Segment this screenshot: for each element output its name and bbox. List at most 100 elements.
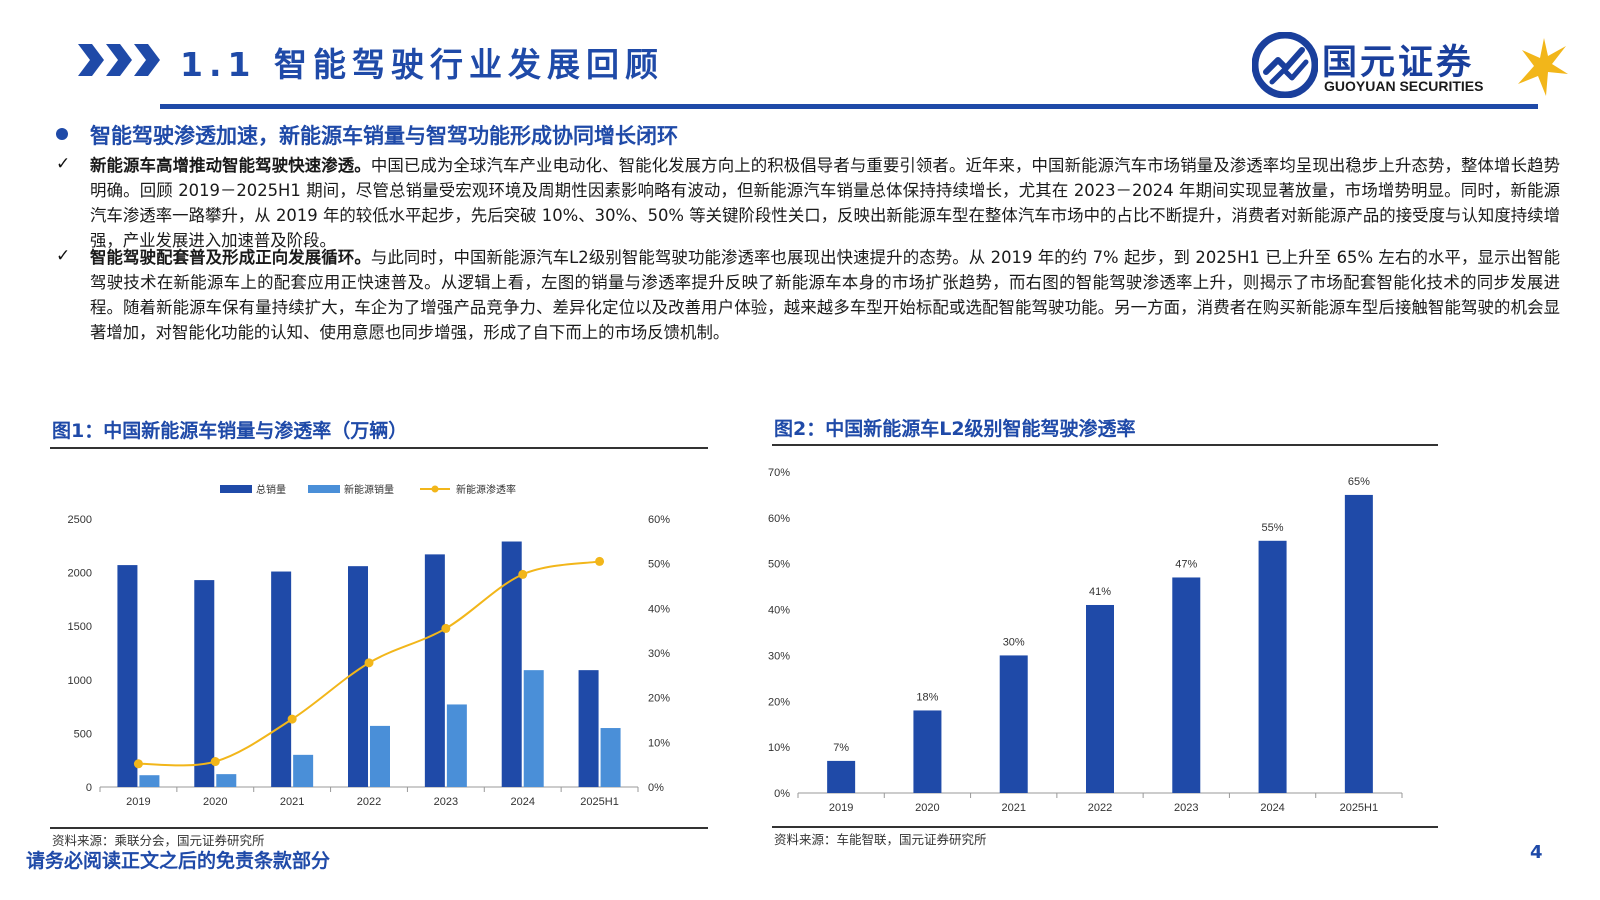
figure-2-chart: 0% 10% 20% 30% 40% 50% 60% 70% 7% 2019 18% 2020 30% 2… — [768, 467, 1403, 814]
summary-heading: 智能驾驶渗透加速，新能源车销量与智驾功能形成协同增长闭环 — [90, 124, 678, 148]
figure-1-chart: 总销量 新能源销量 新能源渗透率 0 500 1000 1500 2000 2500 0% 10% 2… — [68, 483, 671, 808]
figure-2-bottom-rule — [772, 826, 1438, 828]
bar-nev-sales — [370, 725, 390, 787]
bar-data-label: 41% — [1089, 586, 1111, 598]
figure-2-source: 资料来源：车能智联，国元证券研究所 — [774, 832, 987, 847]
paragraph-1-lead: 新能源车高增推动智能驾驶快速渗透。 — [90, 156, 371, 175]
bar-data-label: 55% — [1262, 522, 1284, 534]
y-axis-tick-label: 0 — [86, 782, 92, 794]
figure-1-title: 图1：中国新能源车销量与渗透率（万辆） — [52, 420, 408, 442]
y-axis-tick-label: 30% — [768, 650, 790, 662]
y2-axis-tick-label: 0% — [648, 782, 664, 794]
paragraph-1: 新能源车高增推动智能驾驶快速渗透。中国已成为全球汽车产业电动化、智能化发展方向上… — [90, 153, 1560, 253]
chevron-arrows-icon — [78, 44, 160, 76]
y-axis-tick-label: 0% — [774, 788, 790, 800]
bar-data-label: 65% — [1348, 476, 1370, 488]
line-point — [364, 658, 374, 668]
bar-total-sales — [194, 580, 215, 787]
y-axis-tick-label: 60% — [768, 513, 790, 525]
y-axis-tick-label: 500 — [74, 728, 92, 740]
header-rule — [160, 104, 1538, 109]
y-axis-tick-label: 2500 — [68, 514, 92, 526]
legend-label: 新能源销量 — [344, 483, 394, 496]
guoyuan-logo-icon — [1252, 32, 1318, 98]
y-axis-tick-label: 70% — [768, 467, 790, 479]
line-point — [287, 714, 297, 724]
x-axis-tick-label: 2020 — [203, 796, 227, 808]
bar-data-label: 18% — [916, 691, 938, 703]
figure-2-top-rule — [772, 444, 1438, 446]
y-axis-tick-label: 10% — [768, 742, 790, 754]
x-axis-tick-label: 2021 — [1001, 802, 1025, 814]
legend-swatch — [308, 485, 340, 493]
bar-total-sales — [578, 670, 599, 787]
bar-l2-penetration — [827, 760, 856, 793]
y2-axis-tick-label: 60% — [648, 514, 670, 526]
figure-1-bottom-rule — [50, 827, 708, 829]
x-axis-tick-label: 2022 — [357, 796, 381, 808]
y2-axis-tick-label: 50% — [648, 559, 670, 571]
paragraph-2-lead: 智能驾驶配套普及形成正向发展循环。 — [90, 248, 371, 267]
x-axis-tick-label: 2024 — [1260, 802, 1284, 814]
page-number: 4 — [1530, 842, 1543, 863]
figure-1-source: 资料来源：乘联分会，国元证券研究所 — [52, 833, 265, 848]
legend-swatch-marker — [431, 485, 439, 493]
y2-axis-tick-label: 20% — [648, 693, 670, 705]
bar-total-sales — [117, 565, 138, 787]
x-axis-tick-label: 2023 — [434, 796, 458, 808]
bar-nev-sales — [139, 775, 160, 787]
legend-swatch — [220, 485, 252, 493]
bar-data-label: 30% — [1003, 636, 1025, 648]
heading-bullet — [56, 128, 68, 140]
x-axis-tick-label: 2025H1 — [580, 796, 619, 808]
bar-total-sales — [271, 571, 292, 787]
bar-data-label: 47% — [1175, 558, 1197, 570]
figure-2-title: 图2：中国新能源车L2级别智能驾驶渗透率 — [774, 418, 1136, 440]
y-axis-tick-label: 40% — [768, 605, 790, 617]
x-axis-tick-label: 2020 — [915, 802, 939, 814]
logo-english-name: GUOYUAN SECURITIES — [1324, 78, 1484, 94]
x-axis-tick-label: 2019 — [126, 796, 150, 808]
y-axis-tick-label: 1500 — [68, 621, 92, 633]
line-point — [518, 569, 528, 579]
disclaimer-footer: 请务必阅读正文之后的免责条款部分 — [26, 850, 331, 872]
figure-1-top-rule — [50, 447, 708, 449]
legend-label: 总销量 — [256, 483, 286, 496]
paragraph-2: 智能驾驶配套普及形成正向发展循环。与此同时，中国新能源汽车L2级别智能驾驶功能渗… — [90, 245, 1560, 345]
bar-nev-sales — [600, 728, 621, 787]
bar-l2-penetration — [913, 710, 942, 793]
page-title: 1.1 智能驾驶行业发展回顾 — [180, 45, 664, 84]
line-point — [133, 759, 143, 769]
bar-l2-penetration — [1086, 604, 1114, 793]
paragraph-2-body: 与此同时，中国新能源汽车L2级别智能驾驶功能渗透率也展现出快速提升的态势。从 2… — [90, 248, 1561, 342]
y-axis-tick-label: 50% — [768, 559, 790, 571]
x-axis-tick-label: 2023 — [1174, 802, 1198, 814]
logo-chinese-name: 国元证券 — [1322, 43, 1475, 83]
bar-nev-sales — [523, 670, 544, 787]
x-axis-tick-label: 2021 — [280, 796, 304, 808]
line-point — [210, 757, 220, 767]
bar-total-sales — [348, 566, 368, 787]
x-axis-tick-label: 2019 — [829, 802, 853, 814]
bar-nev-sales — [216, 774, 237, 787]
y-axis-tick-label: 20% — [768, 696, 790, 708]
bar-l2-penetration — [1172, 577, 1201, 793]
legend-label: 新能源渗透率 — [456, 483, 516, 496]
bar-total-sales — [501, 541, 522, 787]
bar-nev-sales — [293, 754, 314, 787]
checkmark-icon: ✓ — [56, 154, 71, 174]
x-axis-tick-label: 2022 — [1088, 802, 1112, 814]
gold-star-icon — [1518, 38, 1568, 96]
bar-l2-penetration — [1258, 540, 1287, 793]
line-point — [595, 556, 605, 566]
line-point — [441, 623, 451, 633]
bar-nev-sales — [446, 704, 467, 787]
x-axis-tick-label: 2024 — [510, 796, 534, 808]
y-axis-tick-label: 1000 — [68, 675, 92, 687]
x-axis-tick-label: 2025H1 — [1340, 802, 1379, 814]
y2-axis-tick-label: 40% — [648, 603, 670, 615]
bar-l2-penetration — [1344, 494, 1373, 793]
y2-axis-tick-label: 10% — [648, 737, 670, 749]
bar-total-sales — [424, 554, 445, 787]
paragraph-1-body: 中国已成为全球汽车产业电动化、智能化发展方向上的积极倡导者与重要引领者。近年来，… — [90, 156, 1560, 250]
